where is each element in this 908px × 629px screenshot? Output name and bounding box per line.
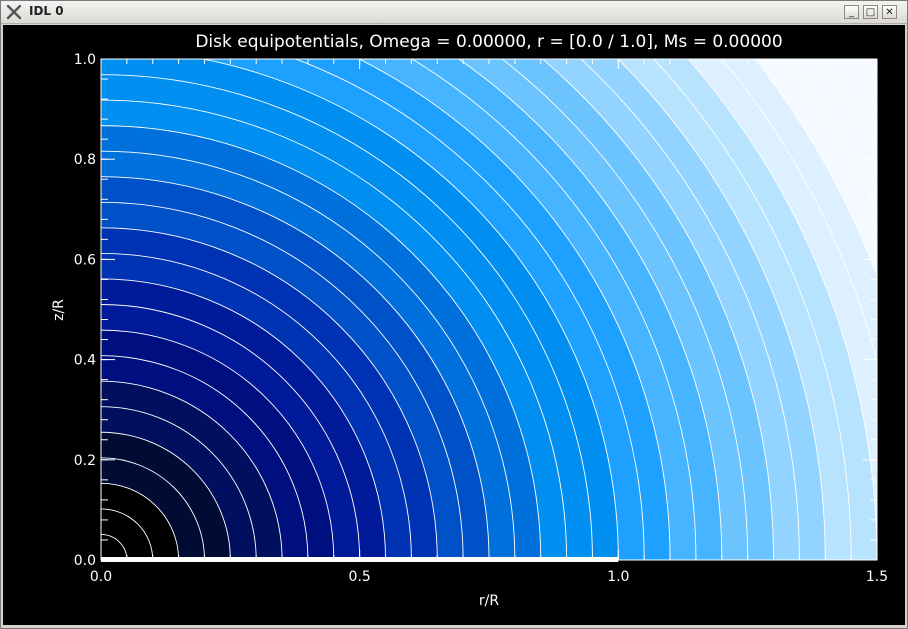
contour-line [101,59,671,560]
title-bar[interactable]: IDL 0 _ □ ✕ [1,1,907,24]
x-tick-label: 1.5 [866,569,888,585]
contour-line [101,457,205,560]
contour-line [101,59,877,560]
y-tick-label: 0.4 [74,353,96,369]
contour-line [101,59,619,560]
contour-line [101,59,877,560]
contour-line [101,59,800,560]
window-title: IDL 0 [29,4,64,18]
contour-line [101,74,593,560]
y-tick-label: 0.6 [74,252,96,268]
contour-line [101,482,180,560]
y-tick-label: 0.2 [74,453,96,469]
contour-lines [101,59,877,560]
y-axis-label: z/R [51,299,67,321]
y-tick-label: 0.8 [74,152,96,168]
x-tick-label: 0.5 [349,569,371,585]
x-axis-label: r/R [479,593,499,609]
contour-line [101,59,697,560]
x-tick-label: 0.0 [90,569,112,585]
contour-line [101,534,128,560]
contour-line [101,406,257,560]
contour-line [101,59,723,560]
contour-line [101,99,568,560]
contour-line [101,253,412,560]
contour-line [101,176,490,560]
minimize-button[interactable]: _ [844,5,859,19]
maximize-button[interactable]: □ [863,5,878,19]
contour-plot: 0.0 0.5 1.0 1.5 0.0 0.2 0.4 0.6 0.8 1.0 Disk equi… [51,32,888,609]
contour-line [101,59,877,560]
contour-line [101,125,542,560]
contour-line [101,227,438,560]
x-icon [6,4,22,20]
contour-line [101,381,283,560]
contour-line [101,59,877,560]
y-tick-label: 1.0 [74,52,96,68]
contour-line [101,150,516,560]
contour-line [101,329,335,560]
contour-line [101,59,645,560]
contour-line [101,59,852,560]
contour-band [101,534,127,560]
y-tick-label: 0.0 [74,553,96,569]
contour-line [101,59,774,560]
chart-title: Disk equipotentials, Omega = 0.00000, r … [195,32,782,52]
contour-line [101,59,826,560]
contour-line [101,201,464,560]
contour-line [101,355,309,560]
contour-fills [101,59,877,560]
contour-line [101,508,154,560]
contour-line [101,431,231,560]
plot-canvas: 0.0 0.5 1.0 1.5 0.0 0.2 0.4 0.6 0.8 1.0 Disk equi… [3,25,905,625]
contour-line [101,304,361,560]
x-tick-label: 1.0 [607,569,629,585]
axis-ticks: 0.0 0.5 1.0 1.5 0.0 0.2 0.4 0.6 0.8 1.0 [74,52,888,585]
close-button[interactable]: ✕ [882,5,897,19]
contour-line [101,59,749,560]
